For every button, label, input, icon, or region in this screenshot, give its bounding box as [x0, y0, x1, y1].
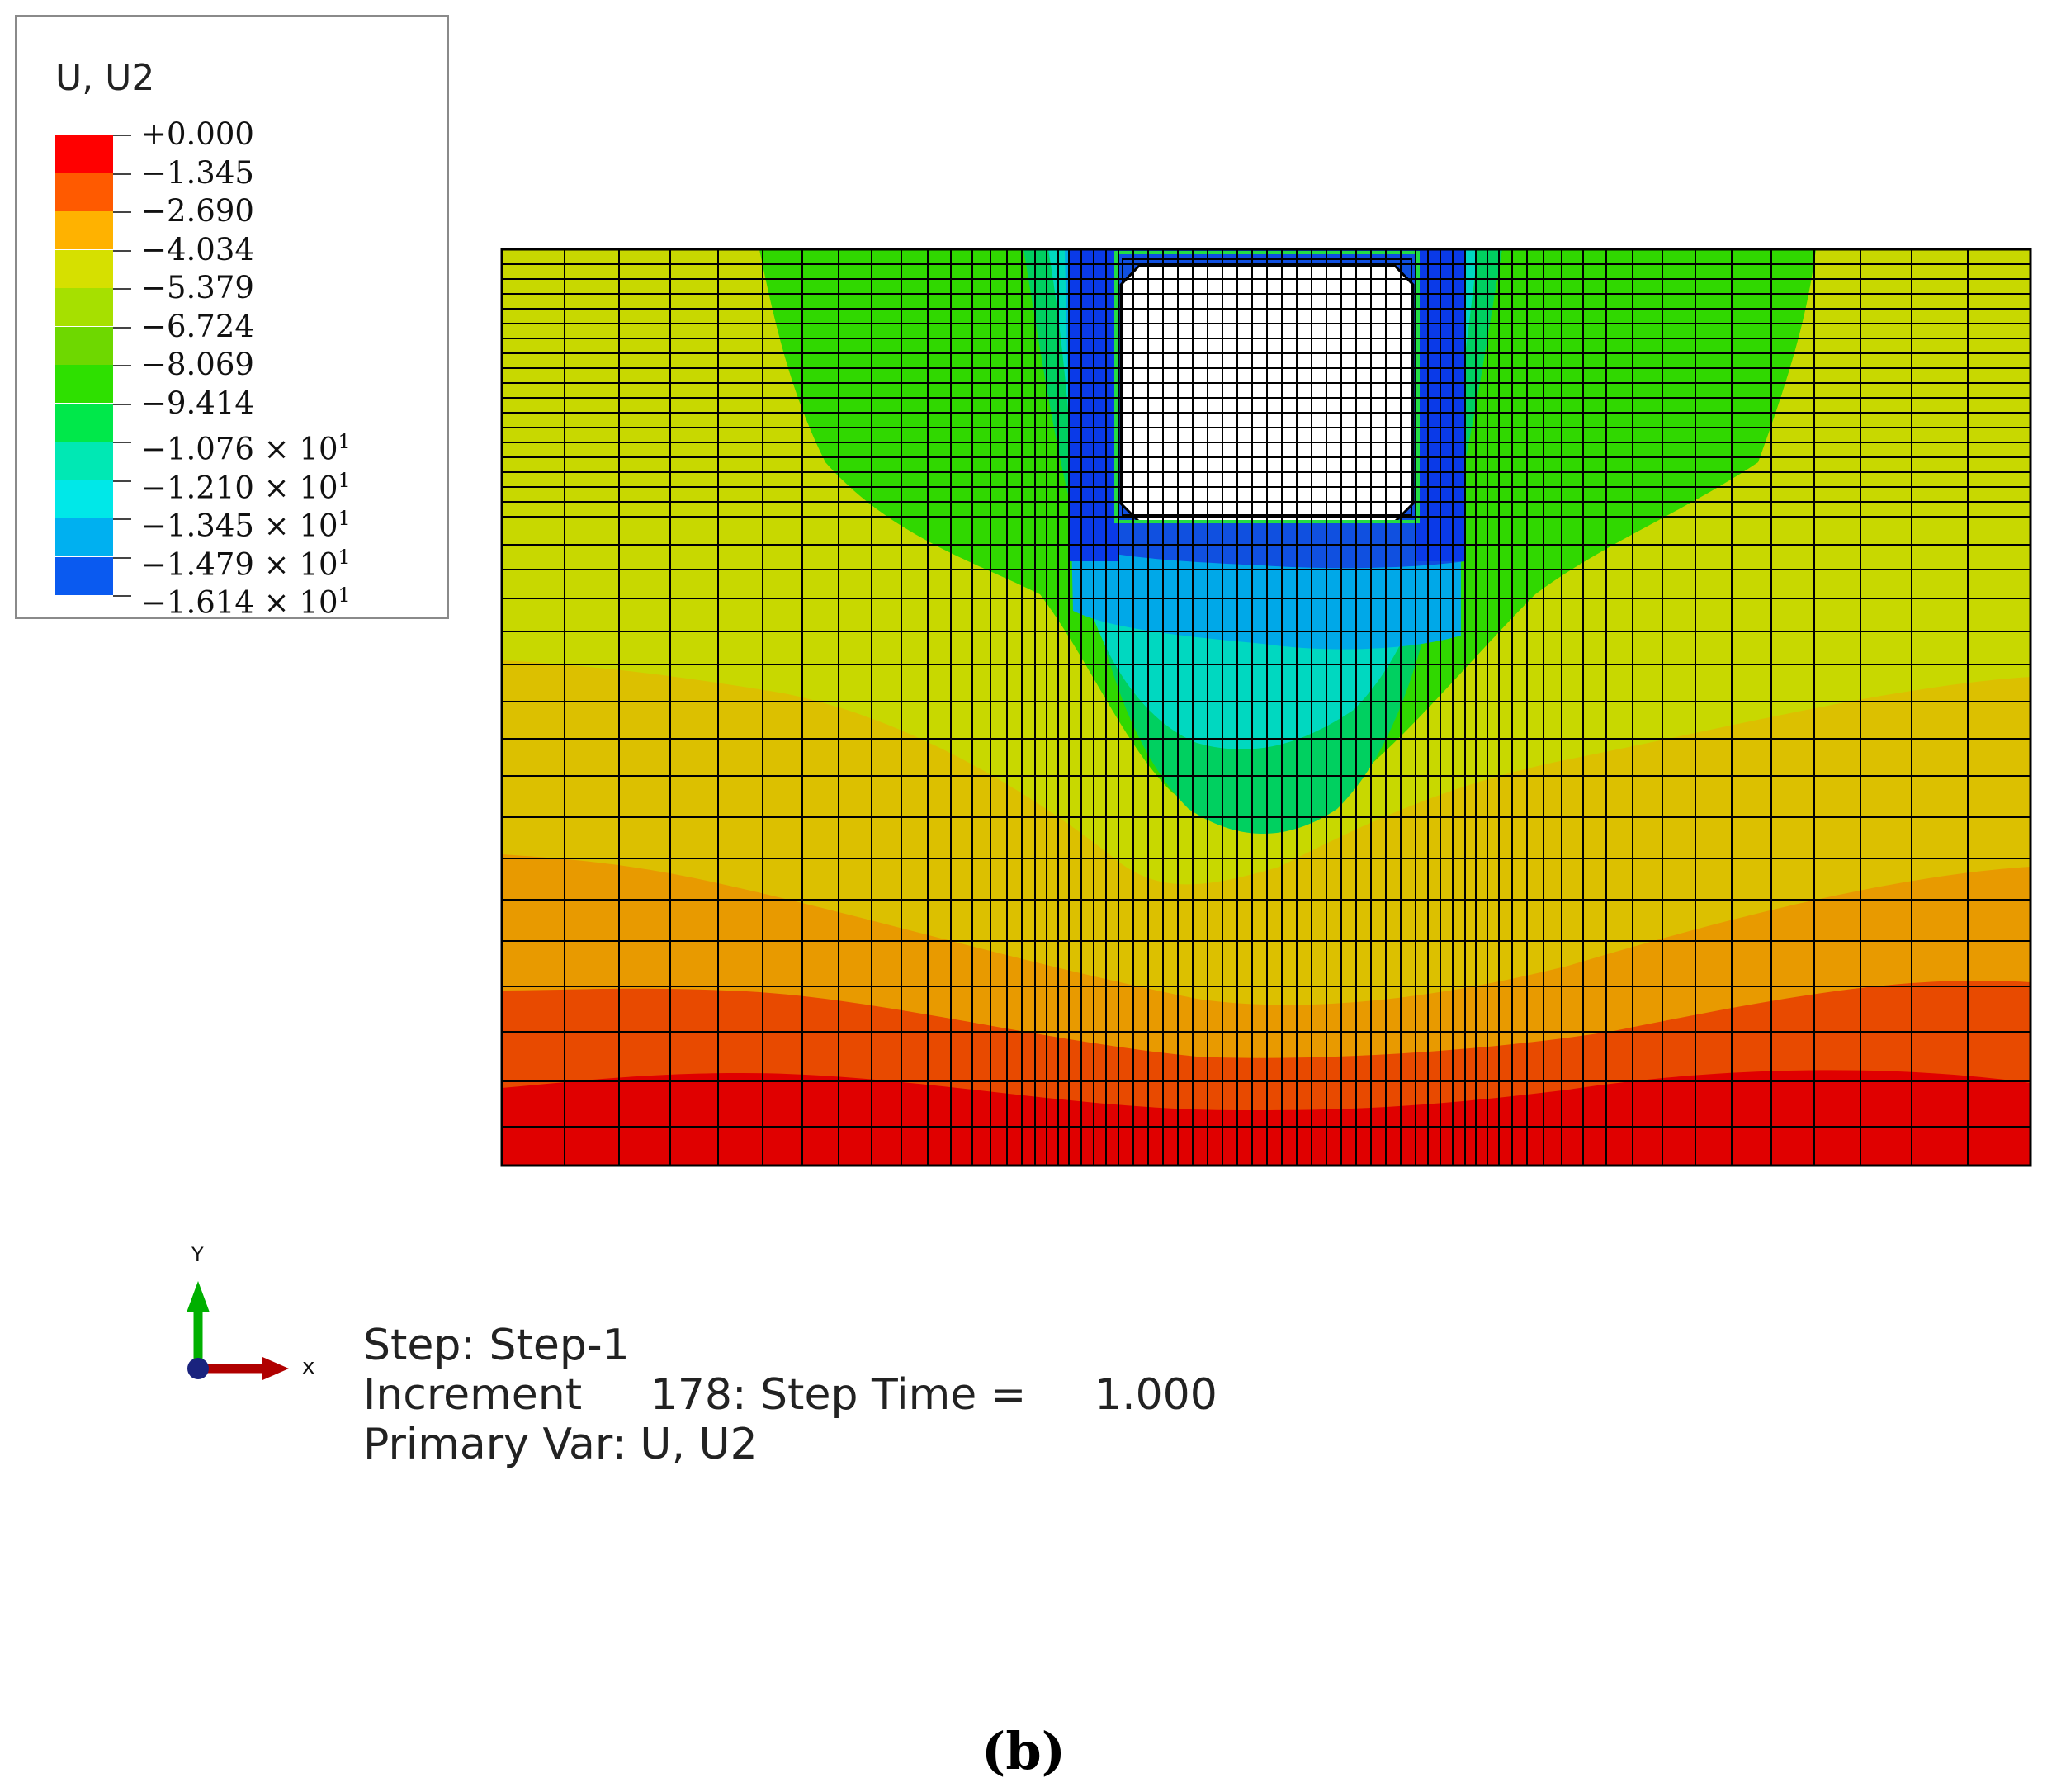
- legend-tick: [113, 442, 131, 443]
- legend-tick: [113, 480, 131, 482]
- legend-label: −1.076 × 101: [141, 430, 351, 467]
- legend-label: −1.614 × 101: [141, 584, 351, 621]
- legend-swatch: [55, 326, 113, 365]
- y-axis-label: Y: [191, 1243, 204, 1266]
- step-line: Step: Step-1: [363, 1321, 630, 1370]
- legend-label: −4.034: [141, 231, 254, 267]
- legend-tick: [113, 595, 131, 597]
- legend-label: −5.379: [141, 270, 254, 305]
- primary-var-line: Primary Var: U, U2: [363, 1420, 758, 1469]
- domain-border: [500, 248, 2032, 1167]
- legend-swatch: [55, 442, 113, 480]
- legend-label: +0.000: [141, 116, 254, 152]
- x-axis-label: x: [302, 1355, 314, 1379]
- legend-tick: [113, 326, 131, 329]
- legend-tick: [113, 135, 131, 136]
- legend-tick: [113, 249, 131, 252]
- legend-swatch: [55, 556, 113, 595]
- legend-label: −1.479 × 101: [141, 545, 351, 582]
- legend-label: −6.724: [141, 308, 254, 344]
- legend-swatch: [55, 365, 113, 403]
- legend-tick: [113, 556, 131, 559]
- legend-label: −8.069: [141, 347, 254, 382]
- x-arrow-head: [262, 1357, 289, 1380]
- legend-tick: [113, 211, 131, 213]
- legend-title: U, U2: [55, 57, 155, 99]
- legend: U, U2 +0.000 −1.345 −2.690 −4.034 −5.379 −6.7…: [15, 15, 449, 619]
- y-arrow-head: [187, 1281, 210, 1312]
- legend-swatch: [55, 211, 113, 249]
- legend-swatch: [55, 249, 113, 288]
- origin-dot: [187, 1358, 209, 1379]
- legend-tick: [113, 365, 131, 366]
- legend-swatch: [55, 403, 113, 442]
- legend-label: −1.345 × 101: [141, 507, 351, 544]
- legend-swatch: [55, 135, 113, 173]
- figure-caption: (b): [981, 1721, 1066, 1781]
- legend-tick: [113, 173, 131, 175]
- legend-swatch: [55, 173, 113, 211]
- legend-label: −1.210 × 101: [141, 468, 351, 505]
- finite-element-mesh: [502, 249, 2030, 1166]
- legend-label: −2.690: [141, 193, 254, 229]
- legend-swatch: [55, 518, 113, 556]
- legend-label: −9.414: [141, 385, 254, 421]
- legend-tick: [113, 518, 131, 520]
- legend-tick: [113, 288, 131, 290]
- legend-tick: [113, 403, 131, 405]
- increment-line: Increment 178: Step Time = 1.000: [363, 1370, 1217, 1420]
- legend-label: −1.345: [141, 154, 254, 191]
- legend-swatch: [55, 480, 113, 518]
- legend-swatch: [55, 288, 113, 326]
- step-info: Step: Step-1 Increment 178: Step Time = 1…: [363, 1321, 1217, 1469]
